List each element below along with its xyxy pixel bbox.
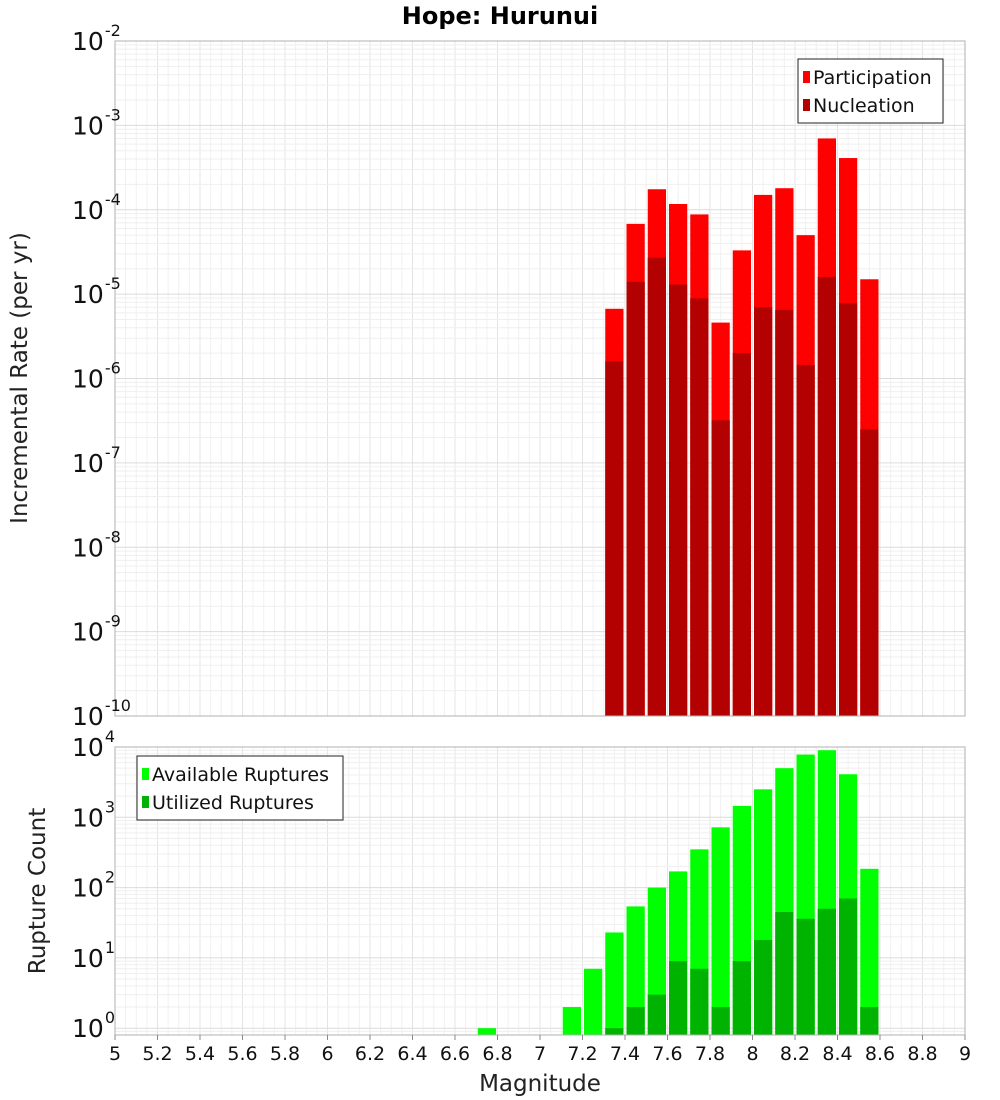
y-tick-label: 10-4 (72, 190, 121, 225)
y-tick-label: 103 (72, 797, 115, 832)
bottom-y-ticks: 104 103 102 101 100 (72, 727, 115, 1043)
y-tick-label: 101 (72, 938, 115, 973)
bar-available-ruptures (711, 827, 730, 1035)
y-tick-label: 10-3 (72, 105, 121, 140)
bar-nucleation (605, 361, 624, 716)
bar-nucleation (860, 429, 879, 716)
bar-available-ruptures (584, 968, 603, 1035)
bar-utilized-ruptures (732, 961, 751, 1035)
bottom-bars (477, 750, 879, 1035)
bar-nucleation (796, 364, 815, 716)
bar-utilized-ruptures (690, 968, 709, 1035)
legend-box (136, 755, 344, 821)
x-tick-label: 7.8 (695, 1043, 725, 1065)
chart-title: Hope: Hurunui (402, 2, 598, 30)
bar-nucleation (690, 298, 709, 716)
top-y-ticks: 10-2 10-3 10-4 10-5 10-6 10-7 10-8 10-9 10-10 (72, 21, 131, 731)
y-tick-label: 10-10 (72, 696, 131, 731)
x-tick-label: 8.4 (822, 1043, 852, 1065)
bar-nucleation (817, 276, 836, 716)
y-tick-label: 10-9 (72, 612, 121, 647)
y-tick-label: 10-5 (72, 274, 121, 309)
bar-available-ruptures (626, 906, 645, 1035)
bar-nucleation (775, 309, 794, 716)
bottom-legend: Available Ruptures Utilized Ruptures (136, 755, 344, 821)
legend-swatch (803, 99, 810, 111)
x-tick-label: 6.4 (397, 1043, 427, 1065)
x-tick-label: 8 (746, 1043, 758, 1065)
x-tick-label: 8.2 (780, 1043, 810, 1065)
y-tick-label: 10-6 (72, 359, 121, 394)
bottom-y-axis-label: Rupture Count (25, 808, 51, 974)
x-ticks: 5 5.2 5.4 5.6 5.8 6 6.2 6.4 6.6 6.8 7 7.2 7.4 7.6 7.8 8… (109, 1035, 971, 1065)
bar-available-ruptures (562, 1007, 581, 1035)
y-tick-label: 10-8 (72, 527, 121, 562)
legend-label: Available Ruptures (152, 764, 329, 786)
y-tick-label: 10-2 (72, 21, 121, 56)
y-tick-label: 100 (72, 1008, 115, 1043)
x-tick-label: 6.2 (355, 1043, 385, 1065)
x-tick-label: 7.6 (652, 1043, 682, 1065)
legend-label: Participation (813, 67, 932, 89)
bar-utilized-ruptures (754, 939, 773, 1035)
x-tick-label: 9 (959, 1043, 971, 1065)
bar-nucleation (754, 307, 773, 716)
bar-available-ruptures (860, 868, 879, 1035)
bar-utilized-ruptures (605, 1028, 624, 1035)
bar-utilized-ruptures (775, 911, 794, 1035)
bar-nucleation (669, 284, 688, 716)
bar-nucleation (839, 303, 858, 716)
legend-box (797, 58, 944, 124)
top-bars (605, 138, 879, 717)
x-tick-label: 5.6 (227, 1043, 257, 1065)
bar-utilized-ruptures (796, 918, 815, 1035)
top-gridlines (114, 40, 966, 717)
bar-utilized-ruptures (669, 961, 688, 1035)
bar-available-ruptures (477, 1028, 496, 1035)
x-tick-label: 5.2 (142, 1043, 172, 1065)
y-tick-label: 104 (72, 727, 115, 762)
legend-label: Utilized Ruptures (152, 792, 314, 814)
bar-utilized-ruptures (839, 898, 858, 1035)
legend-swatch (142, 796, 149, 808)
x-tick-label: 7.4 (610, 1043, 640, 1065)
x-tick-label: 8.8 (907, 1043, 937, 1065)
bar-utilized-ruptures (647, 994, 666, 1035)
x-tick-label: 6 (321, 1043, 333, 1065)
bar-utilized-ruptures (711, 1007, 730, 1035)
x-tick-label: 7 (534, 1043, 546, 1065)
y-tick-label: 102 (72, 868, 115, 903)
bar-nucleation (711, 420, 730, 716)
x-tick-label: 5.8 (270, 1043, 300, 1065)
top-y-axis-label: Incremental Rate (per yr) (7, 232, 33, 524)
top-panel: 10-2 10-3 10-4 10-5 10-6 10-7 10-8 10-9 10-10 In… (7, 21, 966, 731)
bar-utilized-ruptures (860, 1007, 879, 1035)
top-plot-frame (114, 40, 966, 717)
y-tick-label: 10-7 (72, 443, 121, 478)
legend-swatch (803, 71, 810, 83)
x-tick-label: 5 (109, 1043, 121, 1065)
top-legend: Participation Nucleation (797, 58, 944, 124)
bar-nucleation (647, 257, 666, 716)
x-axis-label: Magnitude (479, 1071, 601, 1097)
legend-swatch (142, 768, 149, 780)
x-tick-label: 7.2 (567, 1043, 597, 1065)
x-tick-label: 8.6 (865, 1043, 895, 1065)
bar-nucleation (626, 281, 645, 716)
x-tick-label: 6.6 (440, 1043, 470, 1065)
bar-available-ruptures (605, 932, 624, 1035)
bar-utilized-ruptures (817, 908, 836, 1035)
x-tick-label: 5.4 (185, 1043, 215, 1065)
bar-nucleation (732, 353, 751, 716)
bar-utilized-ruptures (626, 1007, 645, 1035)
legend-label: Nucleation (813, 95, 915, 117)
bottom-panel: 104 103 102 101 100 5 5.2 5.4 5.6 5.8 6 6.2 6.4 6.6 6… (25, 727, 971, 1097)
x-tick-label: 6.8 (482, 1043, 512, 1065)
